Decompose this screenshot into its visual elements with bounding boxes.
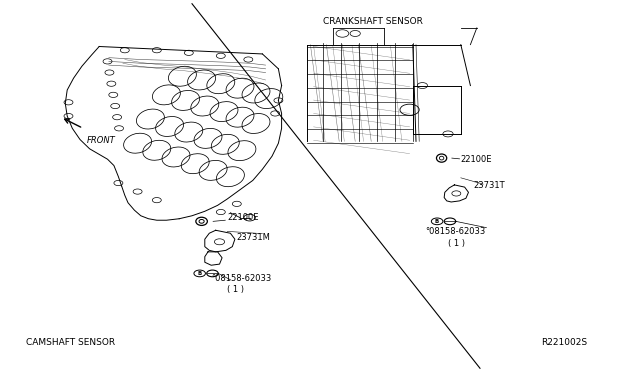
Text: CAMSHAFT SENSOR: CAMSHAFT SENSOR xyxy=(26,338,115,347)
Text: FRONT: FRONT xyxy=(86,136,115,145)
Text: 23731M: 23731M xyxy=(237,233,271,242)
Text: °08158-62033: °08158-62033 xyxy=(211,274,271,283)
Text: ( 1 ): ( 1 ) xyxy=(448,238,465,247)
Text: B: B xyxy=(198,271,202,276)
Text: ( 1 ): ( 1 ) xyxy=(227,285,244,294)
Text: °08158-62033: °08158-62033 xyxy=(426,227,486,236)
Text: 22100E: 22100E xyxy=(227,213,259,222)
Text: 23731T: 23731T xyxy=(474,181,505,190)
Text: R221002S: R221002S xyxy=(541,338,587,347)
Text: CRANKSHAFT SENSOR: CRANKSHAFT SENSOR xyxy=(323,17,423,26)
Text: 22100E: 22100E xyxy=(461,155,492,164)
Text: B: B xyxy=(435,219,439,224)
